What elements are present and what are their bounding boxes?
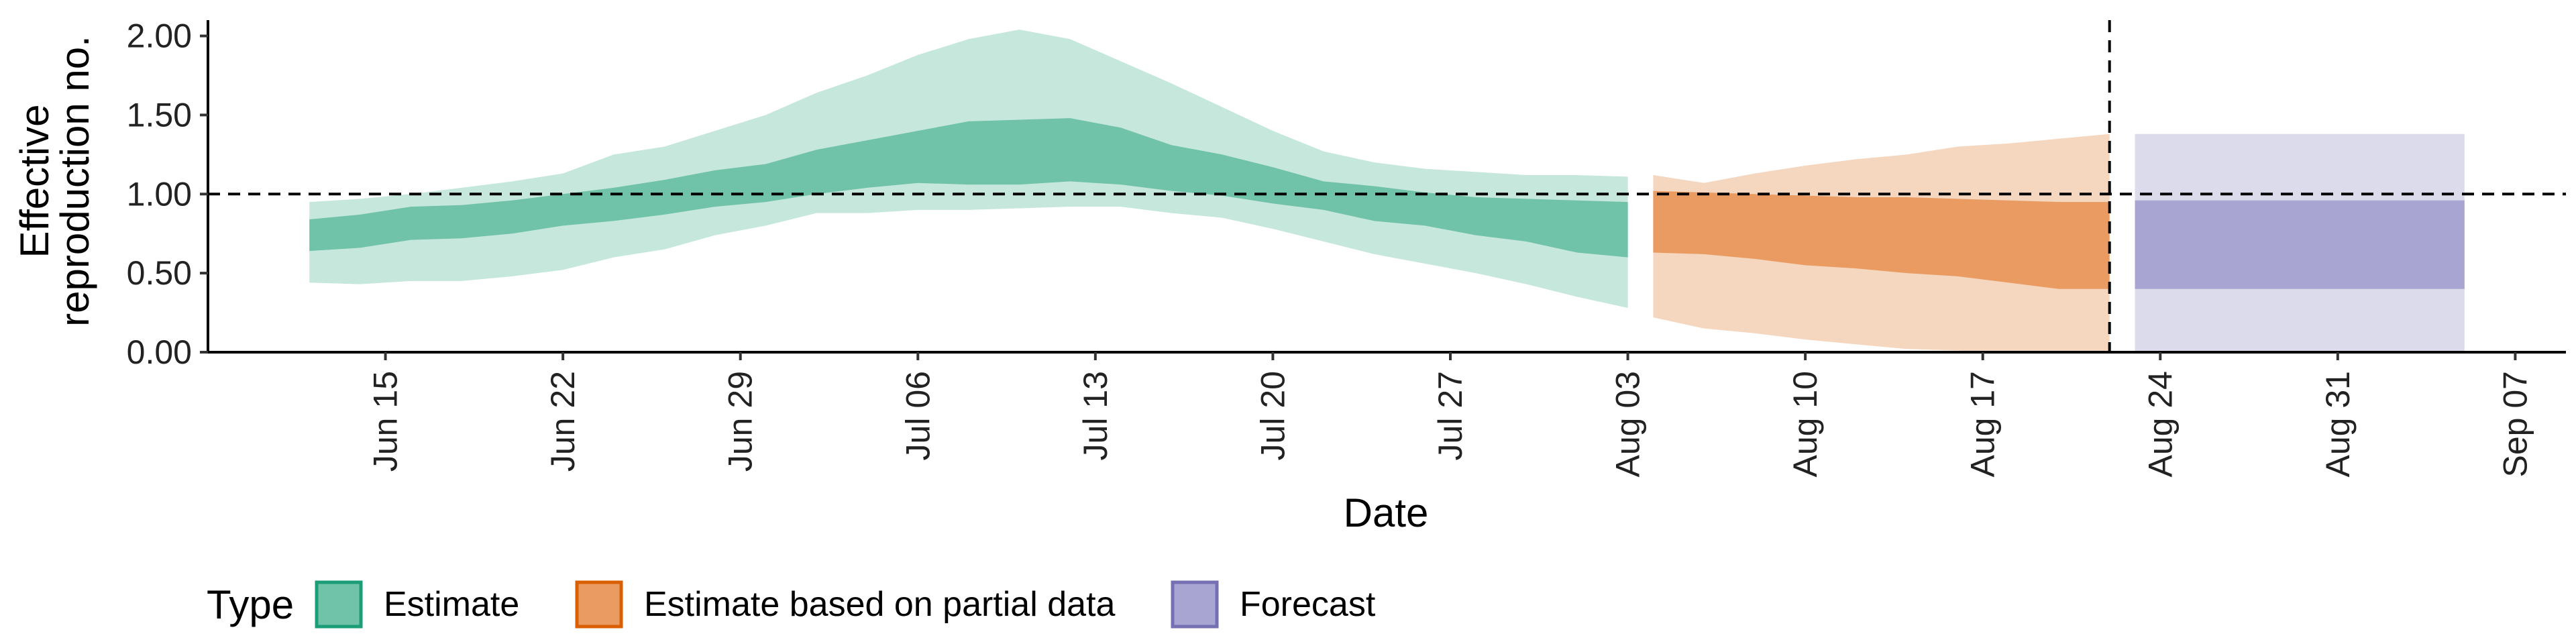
x-tick-label: Aug 17 xyxy=(1964,371,2002,477)
axes xyxy=(207,20,2566,354)
series-0-ci50-band xyxy=(309,118,1628,258)
legend-title: Type xyxy=(207,582,294,627)
x-tick-label: Jun 29 xyxy=(722,371,759,472)
x-tick-label: Jun 22 xyxy=(544,371,582,472)
y-axis-title-line-1: Effective xyxy=(12,104,57,258)
series-2-ci50-band xyxy=(2135,200,2465,289)
legend-swatch-1 xyxy=(575,580,623,629)
x-tick-label: Jul 20 xyxy=(1254,371,1291,460)
y-tick-label: 0.00 xyxy=(127,333,192,371)
legend: Type Estimate Estimate based on partial d… xyxy=(207,580,1376,629)
x-tick-label: Aug 03 xyxy=(1609,371,1647,477)
legend-swatch-0 xyxy=(315,580,363,629)
x-tick-label: Jul 27 xyxy=(1432,371,1469,460)
ribbon-layer xyxy=(309,30,2465,352)
legend-label-1: Estimate based on partial data xyxy=(644,585,1116,624)
y-tick-label: 2.00 xyxy=(127,17,192,55)
y-tick-label: 1.00 xyxy=(127,175,192,213)
x-axis-title: Date xyxy=(1344,490,1429,535)
x-tick-label: Jun 15 xyxy=(367,371,405,472)
x-tick-label: Jul 13 xyxy=(1077,371,1114,460)
legend-label-2: Forecast xyxy=(1240,585,1376,624)
x-tick-label: Aug 24 xyxy=(2141,371,2179,477)
y-tick-label: 0.50 xyxy=(127,254,192,292)
x-axis-ticks: Jun 15 Jun 22 Jun 29 Jul 06 Jul 13 Jul 20 Jul … xyxy=(367,352,2534,477)
series-1-ci50-band xyxy=(1653,191,2110,289)
x-tick-label: Aug 10 xyxy=(1786,371,1824,477)
reference-lines xyxy=(208,20,2566,352)
y-tick-label: 1.50 xyxy=(127,96,192,133)
legend-label-0: Estimate xyxy=(384,585,519,624)
legend-swatch-2 xyxy=(1171,580,1219,629)
y-axis-title: Effective reproduction no. xyxy=(12,36,97,327)
y-axis-title-line-2: reproduction no. xyxy=(52,36,97,327)
x-tick-label: Sep 07 xyxy=(2496,371,2534,477)
x-tick-label: Jul 06 xyxy=(899,371,936,460)
y-axis-ticks: 0.00 0.50 1.00 1.50 2.00 xyxy=(127,17,208,371)
x-tick-label: Aug 31 xyxy=(2319,371,2357,477)
